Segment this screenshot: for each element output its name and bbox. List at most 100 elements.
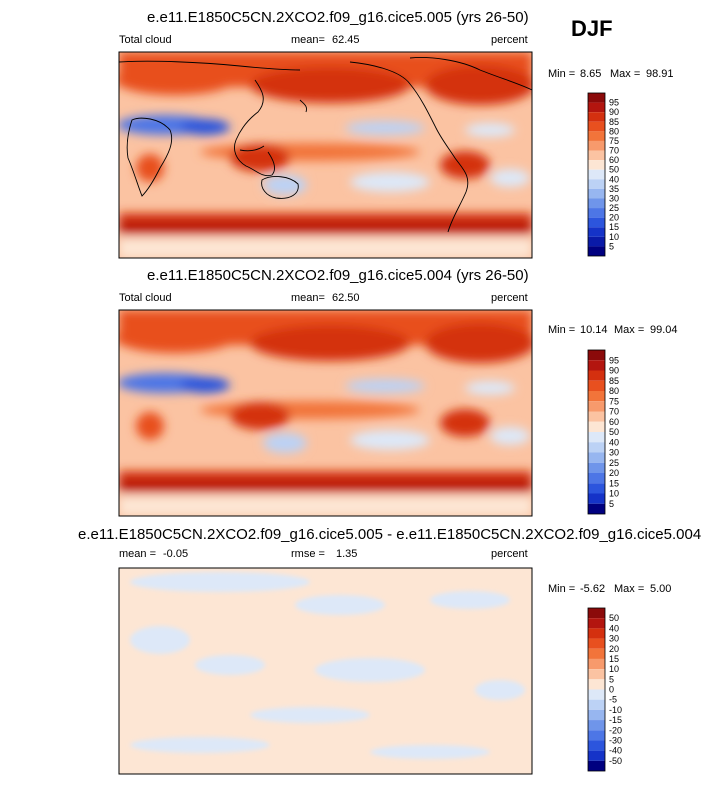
colorbar-tick-label: -5 (609, 695, 617, 705)
panel1-south-atlantic-clear (490, 169, 530, 187)
colorbar-frame (587, 607, 606, 772)
colorbar-tick-label: 30 (609, 634, 619, 644)
panel3-units: percent (491, 548, 528, 560)
colorbar-swatch (588, 370, 605, 381)
colorbar-tick-label: 5 (609, 674, 614, 684)
colorbar-swatch (588, 473, 605, 484)
colorbar-swatch (588, 401, 605, 412)
colorbar-tick-label: -40 (609, 746, 622, 756)
panel1-siberia-high-cloud (119, 65, 235, 95)
colorbar-swatch (588, 198, 605, 209)
panel3-rmse-value: 1.35 (336, 548, 358, 560)
colorbar-tick-label: 30 (609, 193, 619, 203)
colorbar-swatch (588, 750, 605, 761)
colorbar-tick-label: 90 (609, 366, 619, 376)
panel2-max-value: 99.04 (650, 324, 678, 336)
colorbar-tick-label: 30 (609, 448, 619, 458)
panel3-max-label: Max = (614, 583, 645, 595)
colorbar-swatch (588, 131, 605, 141)
colorbar-frame (587, 92, 606, 257)
panel1-mean-value: 62.45 (332, 34, 360, 46)
panel1-southern-ocean-core (119, 222, 532, 231)
panel1-max-label: Max = (610, 68, 641, 80)
colorbar-swatch (588, 720, 605, 731)
colorbar-tick-label: 20 (609, 468, 619, 478)
colorbar-tick-label: -10 (609, 705, 622, 715)
colorbar-swatch (588, 360, 605, 371)
panel3-mean-label: mean = (119, 548, 156, 560)
panel1-map (119, 52, 532, 258)
panel1-title: e.e11.E1850C5CN.2XCO2.f09_g16.cice5.005 … (147, 9, 529, 26)
panel1-min-label: Min = (548, 68, 576, 80)
panel3-negative-patch-south-pacific (250, 707, 370, 723)
panel2-max-label: Max = (614, 324, 645, 336)
colorbar-swatch (588, 227, 605, 237)
colorbar-swatch (588, 411, 605, 422)
colorbar-swatch (588, 628, 605, 639)
panel2-africa-cloud (136, 412, 164, 440)
colorbar-swatch (588, 188, 605, 199)
panel3-negative-patch-indian (195, 655, 265, 675)
panel2-map (119, 310, 532, 516)
panel2-north-pacific-storm-track (250, 325, 410, 361)
colorbar-tick-label: 95 (609, 355, 619, 365)
panel1-australia-clear (263, 175, 307, 195)
colorbar-tick-label: 25 (609, 458, 619, 468)
colorbar-tick-label: 60 (609, 155, 619, 165)
panel1-arabia-clear-sky (180, 119, 230, 135)
colorbar-swatch (588, 648, 605, 659)
colorbar-swatch (588, 208, 605, 218)
colorbar-swatch (588, 669, 605, 680)
panel1-amazon-cloud (440, 151, 490, 179)
colorbar-tick-label: 15 (609, 222, 619, 232)
colorbar-swatch (588, 503, 605, 514)
panel2-mean-label: mean= (291, 292, 325, 304)
colorbar-tick-label: 85 (609, 117, 619, 127)
colorbar-swatch (588, 350, 605, 361)
panel3-negative-patch-tropical-pacific (315, 658, 425, 682)
colorbar-swatch (588, 699, 605, 710)
colorbar-swatch (588, 679, 605, 690)
panel3-map (119, 568, 532, 774)
panel3-map-frame (118, 567, 533, 775)
panel2-arabia-clear-sky (180, 377, 230, 393)
panel1-atlantic-clear-band (465, 123, 515, 137)
panel1-variable-label: Total cloud (119, 34, 172, 46)
colorbar-tick-label: 15 (609, 478, 619, 488)
colorbar-tick-label: -20 (609, 725, 622, 735)
panel3-negative-patch-southern-ocean (130, 737, 270, 753)
colorbar-swatch (588, 380, 605, 391)
colorbar-tick-label: -30 (609, 735, 622, 745)
colorbar-swatch (588, 160, 605, 170)
colorbar-tick-label: 5 (609, 499, 614, 509)
colorbar-tick-label: 0 (609, 685, 614, 695)
colorbar-tick-label: 60 (609, 417, 619, 427)
colorbar-swatch (588, 246, 605, 256)
panel1-north-pacific-clear-band (345, 121, 425, 135)
panel2-north-atlantic-storm-track (425, 323, 532, 363)
panel1-mean-label: mean= (291, 34, 325, 46)
colorbar-swatch (588, 730, 605, 741)
colorbar-tick-label: -15 (609, 715, 622, 725)
colorbar-swatch (588, 169, 605, 180)
colorbar-tick-label: 25 (609, 203, 619, 213)
panel2-south-atlantic-clear (490, 427, 530, 445)
colorbar-tick-label: 90 (609, 107, 619, 117)
colorbar-swatch (588, 608, 605, 619)
colorbar-swatch (588, 112, 605, 122)
colorbar-tick-label: 80 (609, 386, 619, 396)
colorbar-swatch (588, 150, 605, 161)
colorbar-tick-label: 70 (609, 146, 619, 156)
panel2-south-pacific-clear (350, 430, 430, 450)
panel2-units: percent (491, 292, 528, 304)
colorbar-tick-label: 50 (609, 613, 619, 623)
panel2-min-value: 10.14 (580, 324, 608, 336)
panel2-australia-clear (263, 433, 307, 453)
panel1-coastlines (119, 57, 532, 233)
colorbar-tick-label: 50 (609, 165, 619, 175)
panel2-min-label: Min = (548, 324, 576, 336)
colorbar-tick-label: 5 (609, 241, 614, 251)
panel3-negative-patch-south-atlantic (475, 680, 525, 700)
season-label: DJF (571, 16, 613, 41)
